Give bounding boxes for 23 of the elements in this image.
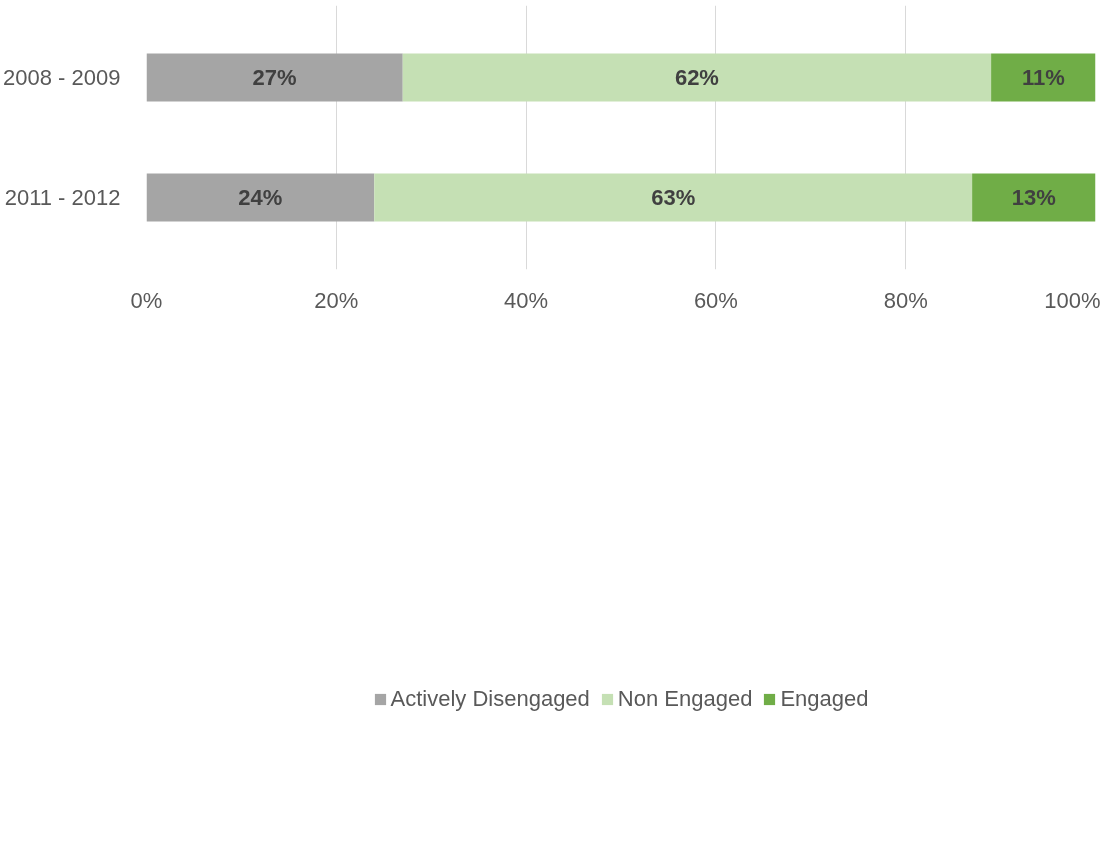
legend-label: Engaged [780, 685, 869, 712]
legend-label: Non Engaged [617, 685, 753, 712]
data-label: 62% [674, 65, 719, 90]
data-label: 11% [1021, 65, 1065, 90]
data-label: 27% [252, 65, 297, 90]
x-tick-label: 60% [693, 287, 738, 313]
legend-label: Actively Disengaged [390, 685, 590, 712]
data-label: 63% [651, 185, 696, 210]
y-tick-label: 2011 - 2012 [4, 185, 121, 210]
bar [146, 53, 403, 102]
bar [146, 173, 375, 222]
bar [991, 53, 1096, 102]
x-tick-label: 80% [883, 287, 928, 313]
y-tick-label: 2008 - 2009 [3, 65, 121, 90]
data-label: 24% [238, 185, 283, 210]
bar [374, 173, 973, 222]
data-label: 13% [1011, 185, 1056, 210]
x-tick-label: 100% [1044, 287, 1101, 313]
bar [972, 173, 1096, 222]
x-tick-label: 40% [504, 287, 549, 313]
x-tick-label: 0% [130, 287, 163, 313]
x-tick-label: 20% [314, 287, 359, 313]
bar [402, 53, 992, 102]
